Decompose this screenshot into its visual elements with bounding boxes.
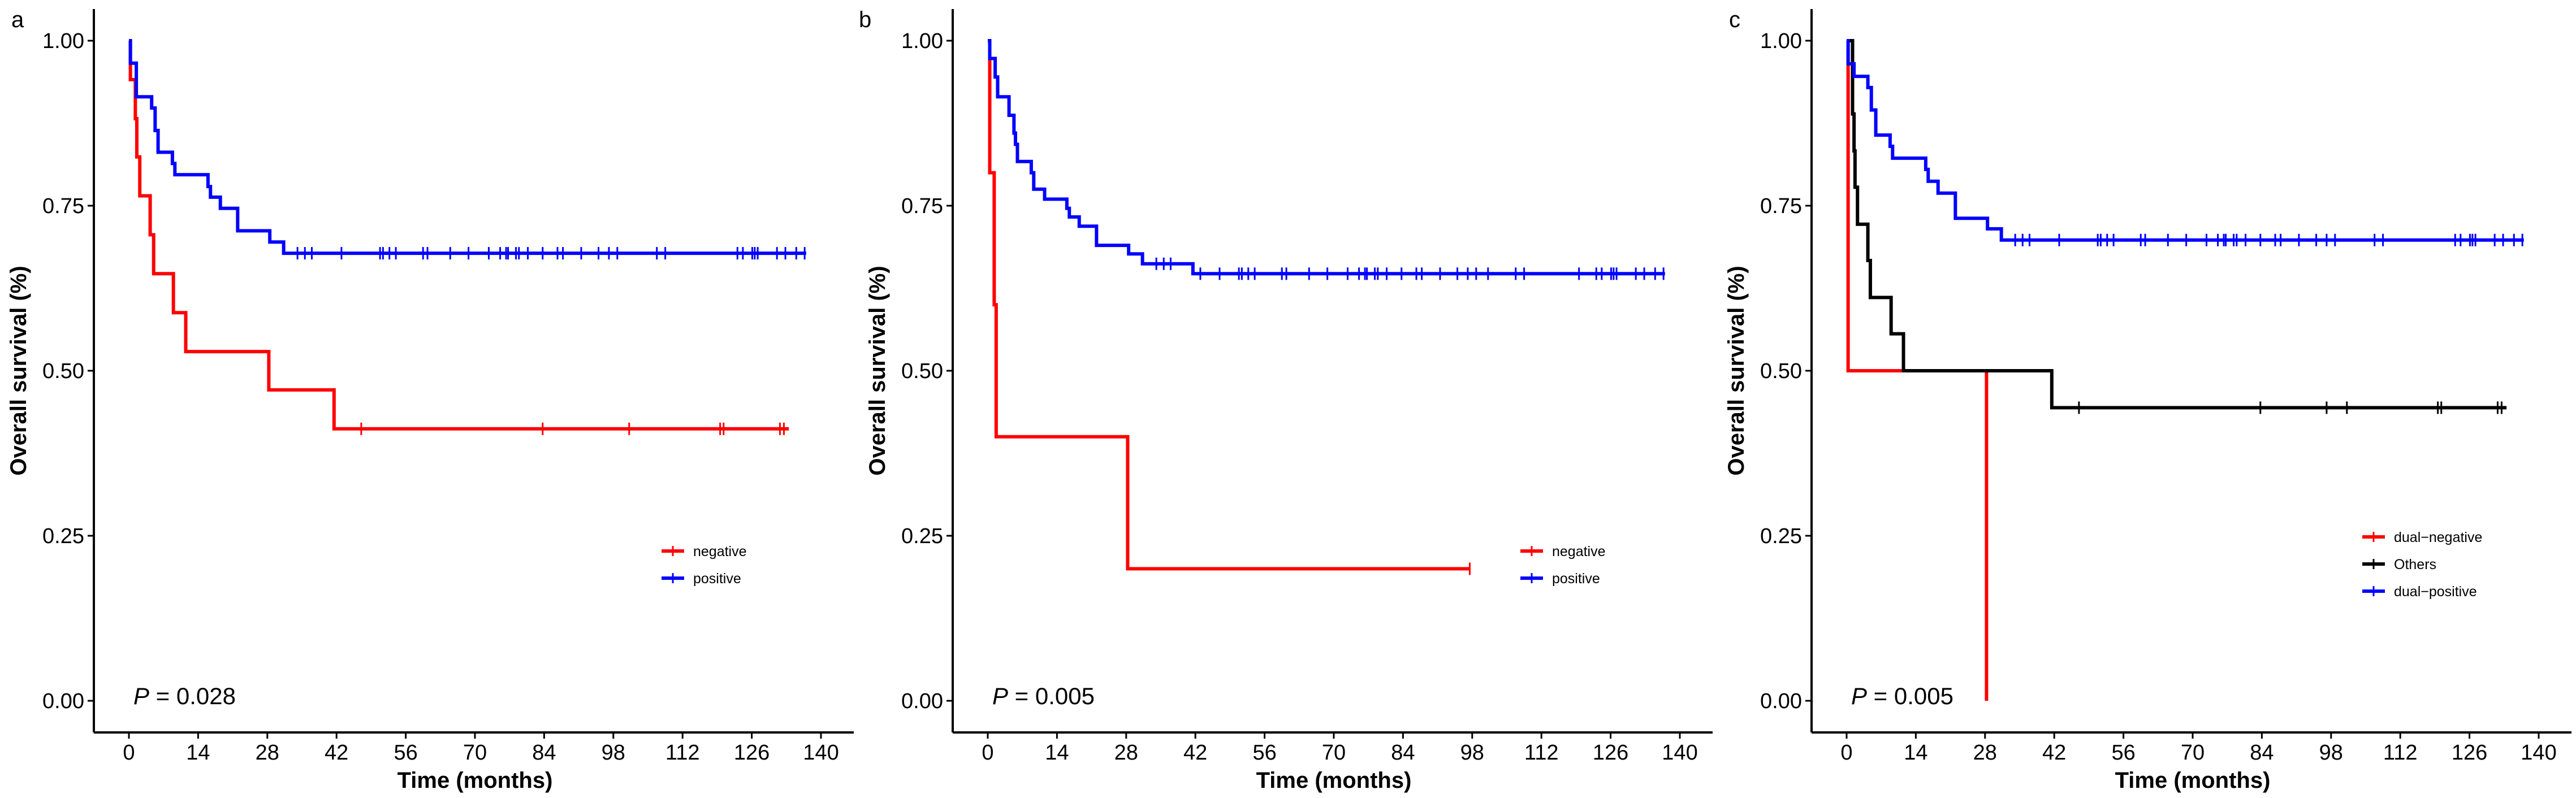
x-tick-label: 98 bbox=[1460, 741, 1484, 765]
legend-label: negative bbox=[1552, 544, 1606, 560]
x-tick-label: 14 bbox=[1045, 741, 1069, 765]
y-tick-label: 1.00 bbox=[1760, 29, 1802, 53]
x-tick-label: 140 bbox=[1662, 741, 1697, 765]
p-value-number: = 0.005 bbox=[1867, 683, 1953, 709]
survival-curve-negative bbox=[988, 39, 1470, 571]
survival-curve-negative bbox=[128, 39, 789, 431]
x-tick-label: 126 bbox=[734, 741, 770, 765]
p-value: P = 0.028 bbox=[133, 683, 236, 709]
panel-c: 0 14 28 42 56 70 84 98 112 126 140 0.00 0.25 0.50 0.75… bbox=[1724, 7, 2571, 793]
y-tick-label: 1.00 bbox=[42, 29, 84, 53]
x-tick-label: 42 bbox=[325, 741, 348, 765]
survival-curve-positive bbox=[988, 39, 1665, 276]
x-tick-label: 28 bbox=[256, 741, 279, 765]
x-tick-label: 14 bbox=[186, 741, 210, 765]
y-axis-title: Overall survival (%) bbox=[865, 266, 890, 475]
x-tick-label: 70 bbox=[1322, 741, 1346, 765]
legend-label: dual−negative bbox=[2394, 530, 2482, 545]
x-tick-label: 0 bbox=[1840, 741, 1852, 765]
p-label: P bbox=[1851, 683, 1867, 709]
p-value-number: = 0.028 bbox=[149, 683, 236, 709]
y-tick-label: 0.50 bbox=[901, 359, 943, 383]
y-tick-label: 0.25 bbox=[901, 524, 943, 548]
legend-label: positive bbox=[1552, 571, 1600, 587]
x-tick-label: 70 bbox=[2181, 741, 2205, 765]
x-tick-label: 84 bbox=[2250, 741, 2274, 765]
y-tick-label: 0.00 bbox=[42, 689, 84, 713]
legend-label: Others bbox=[2394, 557, 2436, 573]
y-axis-title: Overall survival (%) bbox=[1724, 266, 1749, 475]
x-axis-title: Time (months) bbox=[397, 768, 553, 793]
x-tick-label: 84 bbox=[532, 741, 556, 765]
x-tick-label: 28 bbox=[1973, 741, 1997, 765]
y-axis-title: Overall survival (%) bbox=[6, 266, 31, 475]
y-tick-label: 0.75 bbox=[1760, 194, 1802, 218]
x-axis-title: Time (months) bbox=[2115, 768, 2271, 793]
survival-curve-dual−positive bbox=[1846, 39, 2524, 242]
survival-curve-positive bbox=[128, 39, 806, 255]
p-value: P = 0.005 bbox=[1851, 683, 1953, 709]
p-label: P bbox=[992, 683, 1008, 709]
panel-b: 0 14 28 42 56 70 84 98 112 126 140 0.00 0.25 0.50 0.75… bbox=[859, 7, 1713, 793]
x-tick-label: 98 bbox=[2319, 741, 2343, 765]
x-tick-label: 42 bbox=[2042, 741, 2066, 765]
y-tick-label: 1.00 bbox=[901, 29, 943, 53]
x-tick-label: 84 bbox=[1391, 741, 1415, 765]
panel-label: a bbox=[11, 7, 24, 32]
survival-curve-Others bbox=[1847, 39, 2507, 410]
x-tick-label: 42 bbox=[1183, 741, 1207, 765]
x-tick-label: 98 bbox=[602, 741, 625, 765]
x-tick-label: 28 bbox=[1114, 741, 1138, 765]
x-tick-label: 126 bbox=[2452, 741, 2487, 765]
x-tick-label: 140 bbox=[803, 741, 839, 765]
x-tick-label: 126 bbox=[1593, 741, 1628, 765]
y-tick-label: 0.75 bbox=[42, 194, 84, 218]
panel-label: b bbox=[859, 7, 871, 32]
legend-label: negative bbox=[693, 544, 747, 560]
x-tick-label: 70 bbox=[463, 741, 487, 765]
p-value: P = 0.005 bbox=[992, 683, 1095, 709]
p-value-number: = 0.005 bbox=[1008, 683, 1095, 709]
x-tick-label: 56 bbox=[394, 741, 417, 765]
y-tick-label: 0.50 bbox=[42, 359, 84, 383]
x-tick-label: 56 bbox=[1252, 741, 1276, 765]
y-tick-label: 0.25 bbox=[42, 524, 84, 548]
x-axis-title: Time (months) bbox=[1256, 768, 1412, 793]
x-tick-label: 140 bbox=[2521, 741, 2556, 765]
panel-label: c bbox=[1729, 7, 1740, 32]
x-tick-label: 0 bbox=[123, 741, 135, 765]
y-tick-label: 0.75 bbox=[901, 194, 943, 218]
p-label: P bbox=[133, 683, 149, 709]
x-tick-label: 112 bbox=[665, 741, 700, 765]
y-tick-label: 0.00 bbox=[901, 689, 943, 713]
x-tick-label: 14 bbox=[1904, 741, 1927, 765]
y-tick-label: 0.50 bbox=[1760, 359, 1802, 383]
y-tick-label: 0.00 bbox=[1760, 689, 1802, 713]
x-tick-label: 112 bbox=[1524, 741, 1559, 765]
x-tick-label: 56 bbox=[2111, 741, 2135, 765]
legend-label: positive bbox=[693, 571, 741, 587]
panel-a: 0 14 28 42 56 70 84 98 112 126 140 0.00 0.25 0.50 0.75… bbox=[6, 7, 854, 793]
x-tick-label: 0 bbox=[982, 741, 993, 765]
y-tick-label: 0.25 bbox=[1760, 524, 1802, 548]
x-tick-label: 112 bbox=[2383, 741, 2418, 765]
legend-label: dual−positive bbox=[2394, 584, 2477, 600]
